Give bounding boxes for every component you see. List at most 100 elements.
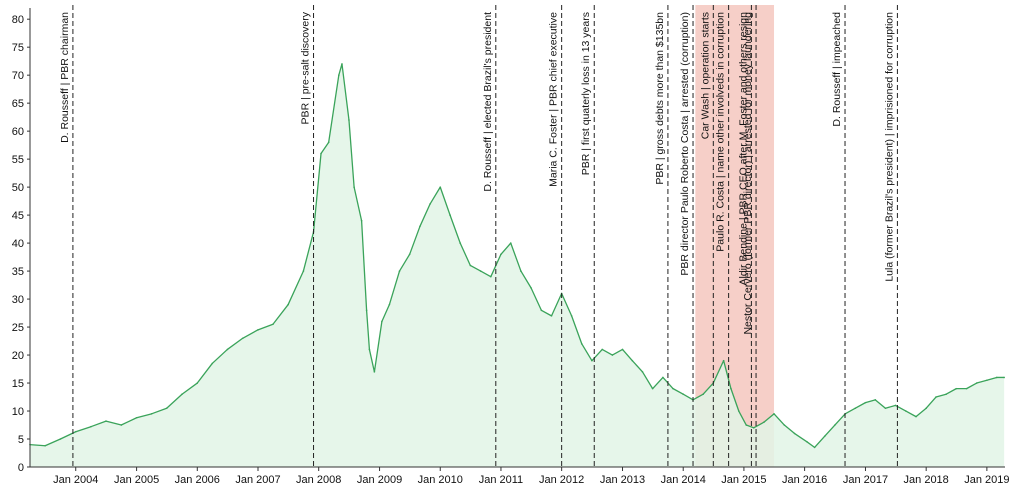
data-point [459, 242, 462, 244]
series-area-fill [30, 63, 1005, 467]
y-tick-label: 15 [12, 378, 24, 390]
y-tick-label: 70 [12, 70, 24, 82]
data-point [338, 74, 340, 76]
data-point [864, 401, 867, 404]
data-point [105, 420, 107, 422]
y-tick-label: 55 [12, 154, 24, 166]
x-tick-label: Jan 2009 [357, 474, 402, 486]
data-point [651, 387, 654, 390]
data-point [884, 407, 887, 410]
y-tick-label: 30 [12, 294, 24, 306]
area-layer [29, 63, 1005, 467]
x-tick-label: Jan 2004 [53, 474, 98, 486]
data-point [915, 415, 917, 418]
data-point [530, 287, 532, 289]
data-point [226, 348, 229, 351]
data-point [120, 424, 123, 426]
x-tick-label: Jan 2011 [479, 474, 523, 486]
data-point [360, 219, 363, 222]
y-tick-label: 50 [12, 182, 24, 194]
y-tick-label: 25 [12, 322, 24, 334]
y-tick-label: 10 [12, 406, 24, 418]
data-point [74, 430, 77, 433]
data-point [672, 387, 674, 390]
y-tick-label: 65 [12, 98, 24, 110]
data-point [388, 303, 391, 306]
x-tick-label: Jan 2014 [661, 474, 706, 486]
series-line [29, 63, 1005, 449]
data-point [580, 343, 583, 345]
data-point [500, 253, 502, 256]
data-point [302, 270, 305, 272]
data-point [540, 309, 543, 312]
data-point [341, 63, 343, 65]
event-label: D. Rousseff | PBR chairman [59, 12, 71, 143]
data-point [272, 323, 274, 326]
event-label: D. Rousseff | impeached [831, 12, 843, 127]
y-tick-label: 80 [12, 14, 24, 26]
data-point [641, 371, 644, 373]
data-point [550, 315, 553, 317]
data-point [449, 214, 451, 216]
data-point [986, 379, 988, 382]
data-point [682, 393, 685, 396]
data-point [373, 371, 376, 373]
y-tick-label: 45 [12, 210, 24, 222]
data-point [806, 441, 808, 443]
data-point [570, 315, 573, 317]
data-point [763, 421, 765, 424]
data-point [955, 387, 958, 390]
data-point [257, 329, 259, 331]
data-point [520, 270, 522, 272]
event-label: Nestor Cervero (former PBR director) | a… [742, 12, 754, 335]
x-tick-label: Jan 2010 [418, 474, 463, 486]
event-label: Maria C. Foster | PBR chief executive [548, 12, 560, 187]
data-point [935, 396, 937, 398]
event-layer: D. Rousseff | PBR chairman PBR | pre-salt… [59, 5, 898, 467]
data-point [722, 359, 725, 362]
data-point [196, 382, 199, 384]
data-point [150, 413, 153, 415]
y-tick-label: 60 [12, 126, 24, 138]
data-point [490, 275, 492, 278]
data-point [813, 446, 816, 449]
event-label: Lula (former Brazil's president) | impri… [883, 12, 895, 282]
x-tick-label: Jan 2008 [296, 474, 341, 486]
x-tick-label: Jan 2007 [235, 474, 280, 486]
data-point [752, 427, 755, 429]
data-point [44, 444, 46, 447]
data-point [211, 362, 214, 365]
event-label: Car Wash | operation starts [699, 12, 711, 139]
data-point [834, 424, 836, 426]
data-point [287, 303, 289, 306]
data-point [381, 320, 383, 323]
data-point [469, 264, 472, 267]
x-tick-label: Jan 2005 [114, 474, 159, 486]
y-tick-label: 0 [18, 462, 24, 474]
x-tick-label: Jan 2019 [964, 474, 1009, 486]
data-point [59, 438, 62, 440]
data-point [439, 186, 442, 188]
x-tick-label: Jan 2017 [843, 474, 888, 486]
data-point [90, 425, 92, 428]
data-point [793, 432, 796, 435]
data-point [854, 407, 857, 410]
data-point [591, 359, 593, 362]
data-point [737, 410, 740, 412]
data-point [365, 309, 368, 312]
data-point [181, 393, 183, 396]
y-tick-label: 40 [12, 238, 24, 250]
data-point [631, 359, 634, 362]
data-point [905, 410, 907, 412]
x-tick-label: Jan 2006 [175, 474, 220, 486]
event-label: PBR director Paulo Roberto Costa | arres… [679, 12, 691, 276]
data-point [320, 152, 322, 155]
data-point [965, 387, 968, 390]
data-point [874, 399, 877, 401]
x-tick-label: Jan 2018 [904, 474, 949, 486]
data-point [662, 376, 664, 379]
data-point [823, 435, 826, 438]
data-point [945, 393, 947, 396]
data-point [429, 203, 431, 205]
